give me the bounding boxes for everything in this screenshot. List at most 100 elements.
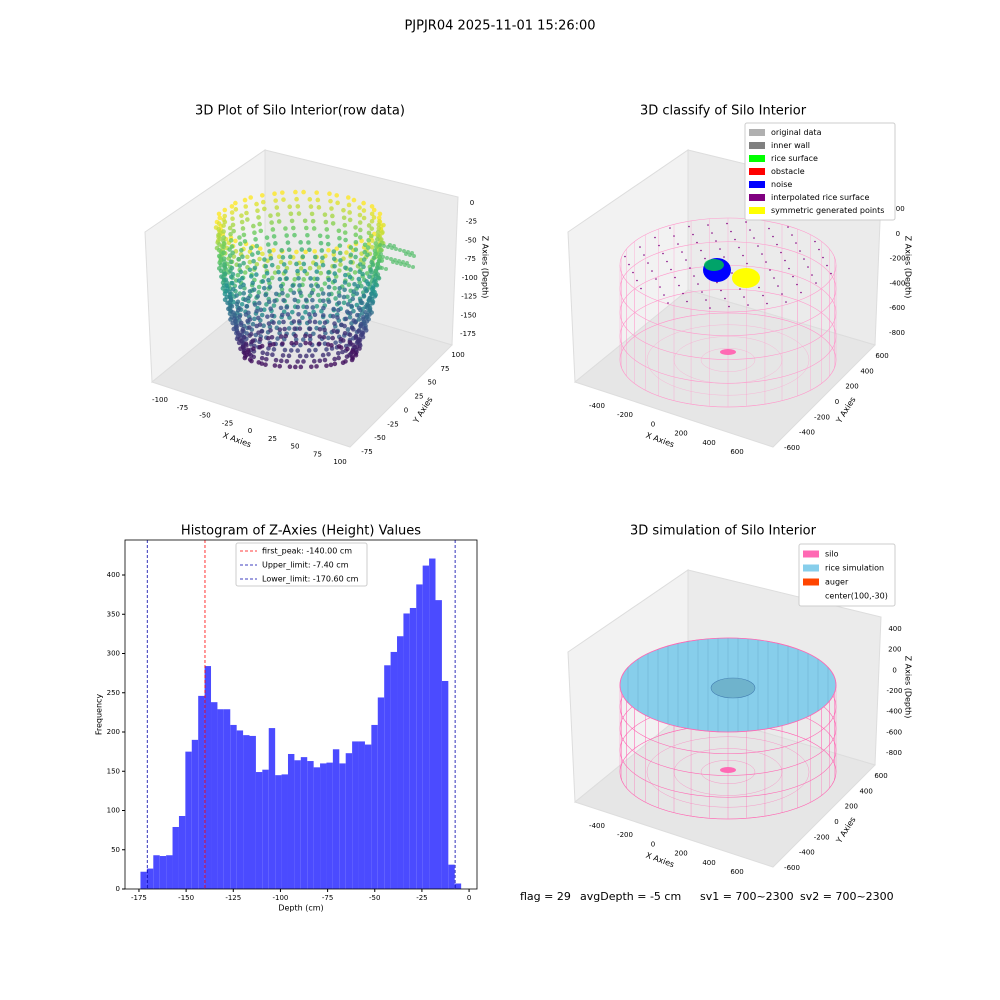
point-cloud: [256, 290, 262, 295]
x-tick-label: 0: [248, 427, 252, 435]
point-cloud: [282, 326, 287, 332]
y-tick-label: 0: [835, 398, 839, 406]
x-tick-label: -75: [177, 404, 188, 412]
surface-dot: [655, 278, 657, 280]
bar: [422, 565, 430, 889]
point-cloud: [345, 294, 350, 300]
z-tick-label: -800: [889, 329, 905, 337]
point-cloud: [312, 319, 318, 325]
legend-label: Lower_limit: -170.60 cm: [262, 575, 359, 584]
bar: [140, 871, 147, 889]
point-cloud: [410, 251, 414, 255]
y-tick-label: 50: [428, 379, 437, 387]
point-cloud: [305, 232, 310, 238]
plot-frame: [124, 539, 478, 890]
point-cloud: [332, 361, 338, 367]
point-cloud: [300, 254, 306, 260]
y-tick-label: -200: [814, 413, 830, 421]
title: 3D classify of Silo Interior: [640, 104, 807, 119]
point-cloud: [278, 358, 284, 364]
y-tick-label: 200: [845, 803, 858, 811]
point-cloud: [217, 236, 223, 242]
point-cloud: [239, 276, 245, 281]
bar: [204, 666, 212, 889]
surface-dot: [692, 233, 694, 236]
surface-dot: [639, 246, 641, 248]
surface-dot: [769, 269, 771, 271]
point-cloud: [412, 254, 416, 258]
point-cloud: [217, 242, 222, 247]
point-cloud: [366, 237, 371, 243]
surface-dot: [807, 266, 809, 268]
point-cloud: [292, 277, 298, 282]
bar: [153, 855, 160, 889]
point-cloud: [303, 249, 308, 255]
z-tick-label: -400: [886, 708, 902, 716]
point-cloud: [302, 218, 308, 224]
point-cloud: [247, 267, 253, 273]
surface-dot: [743, 296, 745, 298]
point-cloud: [285, 293, 290, 298]
point-cloud: [292, 232, 297, 238]
point-cloud: [261, 274, 267, 279]
point-cloud: [259, 343, 265, 349]
legend-label: original data: [771, 128, 822, 137]
point-cloud: [267, 249, 272, 254]
point-cloud: [357, 220, 363, 225]
surface-dot: [658, 244, 660, 247]
point-cloud: [401, 260, 405, 264]
point-cloud: [380, 230, 385, 235]
point-cloud: [227, 289, 232, 295]
point-cloud: [375, 261, 381, 267]
point-cloud: [230, 271, 236, 277]
surface-dot: [776, 243, 778, 246]
point-cloud: [301, 359, 306, 364]
point-cloud: [302, 268, 308, 274]
surface-dot: [761, 253, 763, 255]
point-cloud: [342, 280, 348, 285]
point-cloud: [344, 354, 350, 359]
z-tick-label: -200: [887, 687, 903, 695]
bar: [352, 741, 359, 889]
point-cloud: [257, 256, 262, 262]
surface-dot: [677, 243, 679, 245]
surface-dot: [777, 285, 779, 287]
point-cloud: [300, 337, 306, 342]
z-axis-label: Z Axies (Depth): [904, 656, 913, 719]
point-cloud: [342, 230, 348, 235]
point-cloud: [352, 281, 357, 287]
surface-dot: [822, 256, 824, 259]
surface-dot: [716, 281, 718, 284]
z-tick-label: 200: [891, 205, 904, 213]
point-cloud: [310, 297, 315, 303]
x-tick-label: -50: [199, 412, 210, 420]
x-tick-label: 200: [674, 430, 687, 438]
point-cloud: [369, 204, 375, 209]
surface-dot: [696, 241, 698, 244]
point-cloud: [230, 216, 235, 221]
point-cloud: [381, 255, 385, 259]
surface-dot: [815, 282, 817, 284]
point-cloud: [347, 274, 353, 280]
point-cloud: [332, 321, 337, 326]
point-cloud: [347, 311, 353, 316]
point-cloud: [331, 328, 337, 334]
point-cloud: [307, 197, 313, 202]
surface-dot: [738, 246, 740, 249]
point-cloud: [369, 238, 375, 243]
y-tick-label: -400: [799, 429, 815, 437]
point-cloud: [269, 275, 275, 281]
point-cloud: [317, 320, 323, 325]
point-cloud: [346, 202, 352, 208]
point-cloud: [263, 362, 268, 367]
point-cloud: [311, 226, 317, 231]
point-cloud: [216, 227, 222, 232]
point-cloud: [256, 215, 261, 220]
legend-label: symmetric generated points: [771, 206, 884, 215]
bar: [287, 753, 295, 889]
point-cloud: [315, 197, 321, 203]
point-cloud: [229, 265, 235, 271]
point-cloud: [371, 255, 377, 261]
point-cloud: [328, 362, 334, 368]
y-tick-label: 100: [107, 807, 120, 815]
